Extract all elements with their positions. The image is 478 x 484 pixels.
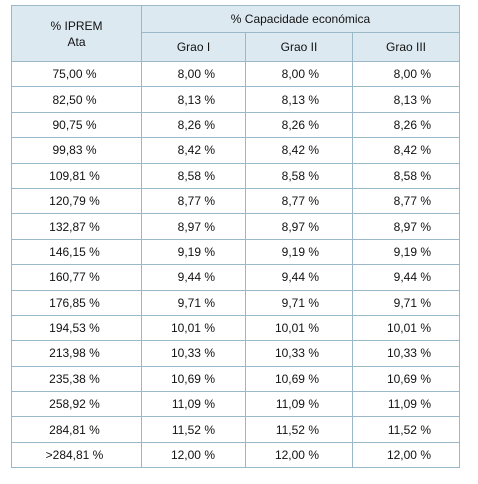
cell-grade-2: 10,01 %: [245, 314, 353, 342]
cell-iprem-ata: 146,15 %: [11, 238, 142, 266]
table-row: 146,15 % 9,19 % 9,19 % 9,19 %: [11, 238, 460, 266]
table-row: 109,81 % 8,58 % 8,58 % 8,58 %: [11, 162, 460, 189]
cell-grade-3: 9,19 %: [352, 238, 460, 266]
cell-iprem-ata: >284,81 %: [11, 441, 142, 469]
table-row: 75,00 % 8,00 % 8,00 % 8,00 %: [11, 60, 460, 88]
cell-grade-2: 9,44 %: [245, 264, 353, 291]
cell-iprem-ata: 82,50 %: [11, 86, 142, 113]
table-row: 132,87 % 8,97 % 8,97 % 8,97 %: [11, 213, 460, 240]
cell-grade-1: 9,71 %: [141, 289, 246, 316]
header-grade-2: Grao II: [245, 32, 353, 62]
cell-grade-2: 12,00 %: [245, 441, 353, 469]
table-row: 82,50 % 8,13 % 8,13 % 8,13 %: [11, 86, 460, 113]
header-grade-3: Grao III: [352, 32, 460, 62]
table-row: 120,79 % 8,77 % 8,77 % 8,77 %: [11, 187, 460, 215]
table-row: >284,81 % 12,00 % 12,00 % 12,00 %: [11, 441, 460, 469]
cell-grade-1: 9,44 %: [141, 264, 246, 291]
header-iprem-line1: % IPREM: [50, 18, 103, 33]
cell-grade-2: 8,97 %: [245, 213, 353, 240]
header-row-top: % IPREM Ata % Capacidade económica: [11, 4, 460, 62]
cell-grade-1: 8,00 %: [141, 60, 246, 88]
cell-iprem-ata: 120,79 %: [11, 187, 142, 215]
cell-grade-3: 8,13 %: [352, 86, 460, 113]
cell-grade-1: 8,42 %: [141, 137, 246, 164]
table-row: 90,75 % 8,26 % 8,26 % 8,26 %: [11, 111, 460, 139]
cell-grade-2: 8,13 %: [245, 86, 353, 113]
cell-grade-3: 10,33 %: [352, 340, 460, 367]
cell-iprem-ata: 90,75 %: [11, 111, 142, 139]
capacity-table: % IPREM Ata % Capacidade económica Grao …: [11, 4, 460, 469]
cell-grade-1: 8,58 %: [141, 162, 246, 189]
cell-grade-1: 9,19 %: [141, 238, 246, 266]
cell-grade-2: 8,58 %: [245, 162, 353, 189]
table-row: 213,98 % 10,33 % 10,33 % 10,33 %: [11, 340, 460, 367]
table-container: % IPREM Ata % Capacidade económica Grao …: [11, 4, 460, 469]
table-header: % IPREM Ata % Capacidade económica Grao …: [11, 4, 460, 62]
cell-grade-2: 11,52 %: [245, 416, 353, 443]
cell-grade-3: 8,26 %: [352, 111, 460, 139]
header-iprem-line2: Ata: [67, 34, 86, 49]
cell-grade-3: 8,58 %: [352, 162, 460, 189]
cell-grade-2: 10,69 %: [245, 365, 353, 393]
cell-grade-2: 10,33 %: [245, 340, 353, 367]
cell-grade-3: 8,77 %: [352, 187, 460, 215]
cell-iprem-ata: 109,81 %: [11, 162, 142, 189]
table-row: 99,83 % 8,42 % 8,42 % 8,42 %: [11, 137, 460, 164]
cell-grade-3: 8,97 %: [352, 213, 460, 240]
cell-iprem-ata: 258,92 %: [11, 391, 142, 418]
cell-iprem-ata: 160,77 %: [11, 264, 142, 291]
header-iprem-ata: % IPREM Ata: [11, 5, 142, 62]
cell-grade-2: 9,71 %: [245, 289, 353, 316]
cell-iprem-ata: 99,83 %: [11, 137, 142, 164]
cell-grade-2: 8,77 %: [245, 187, 353, 215]
table-row: 284,81 % 11,52 % 11,52 % 11,52 %: [11, 416, 460, 443]
cell-iprem-ata: 194,53 %: [11, 314, 142, 342]
cell-grade-1: 8,77 %: [141, 187, 246, 215]
header-row-grades: Grao I Grao II Grao III: [12, 32, 460, 62]
header-grade-1: Grao I: [141, 32, 246, 62]
cell-grade-1: 10,69 %: [141, 365, 246, 393]
cell-grade-3: 12,00 %: [352, 441, 460, 469]
table-row: 176,85 % 9,71 % 9,71 % 9,71 %: [11, 289, 460, 316]
cell-grade-3: 10,01 %: [352, 314, 460, 342]
cell-grade-3: 11,09 %: [352, 391, 460, 418]
cell-grade-3: 8,00 %: [352, 60, 460, 88]
cell-iprem-ata: 235,38 %: [11, 365, 142, 393]
cell-iprem-ata: 176,85 %: [11, 289, 142, 316]
cell-grade-1: 11,52 %: [141, 416, 246, 443]
cell-grade-2: 8,42 %: [245, 137, 353, 164]
table-body: 75,00 % 8,00 % 8,00 % 8,00 % 82,50 % 8,13 % 8,…: [11, 60, 460, 469]
table-row: 235,38 % 10,69 % 10,69 % 10,69 %: [11, 365, 460, 393]
cell-iprem-ata: 213,98 %: [11, 340, 142, 367]
cell-iprem-ata: 132,87 %: [11, 213, 142, 240]
cell-grade-2: 9,19 %: [245, 238, 353, 266]
table-row: 194,53 % 10,01 % 10,01 % 10,01 %: [11, 314, 460, 342]
header-capacity-group: % Capacidade económica: [141, 4, 460, 34]
cell-grade-2: 8,26 %: [245, 111, 353, 139]
cell-grade-1: 11,09 %: [141, 391, 246, 418]
cell-grade-1: 8,97 %: [141, 213, 246, 240]
cell-grade-3: 8,42 %: [352, 137, 460, 164]
cell-grade-1: 10,33 %: [141, 340, 246, 367]
cell-grade-1: 12,00 %: [141, 441, 246, 469]
cell-grade-1: 8,13 %: [141, 86, 246, 113]
table-row: 160,77 % 9,44 % 9,44 % 9,44 %: [11, 264, 460, 291]
cell-grade-2: 8,00 %: [245, 60, 353, 88]
cell-grade-1: 10,01 %: [141, 314, 246, 342]
cell-grade-3: 9,44 %: [352, 264, 460, 291]
cell-iprem-ata: 75,00 %: [11, 60, 142, 88]
cell-grade-3: 10,69 %: [352, 365, 460, 393]
table-row: 258,92 % 11,09 % 11,09 % 11,09 %: [11, 391, 460, 418]
cell-grade-2: 11,09 %: [245, 391, 353, 418]
cell-grade-3: 9,71 %: [352, 289, 460, 316]
cell-grade-3: 11,52 %: [352, 416, 460, 443]
cell-iprem-ata: 284,81 %: [11, 416, 142, 443]
cell-grade-1: 8,26 %: [141, 111, 246, 139]
